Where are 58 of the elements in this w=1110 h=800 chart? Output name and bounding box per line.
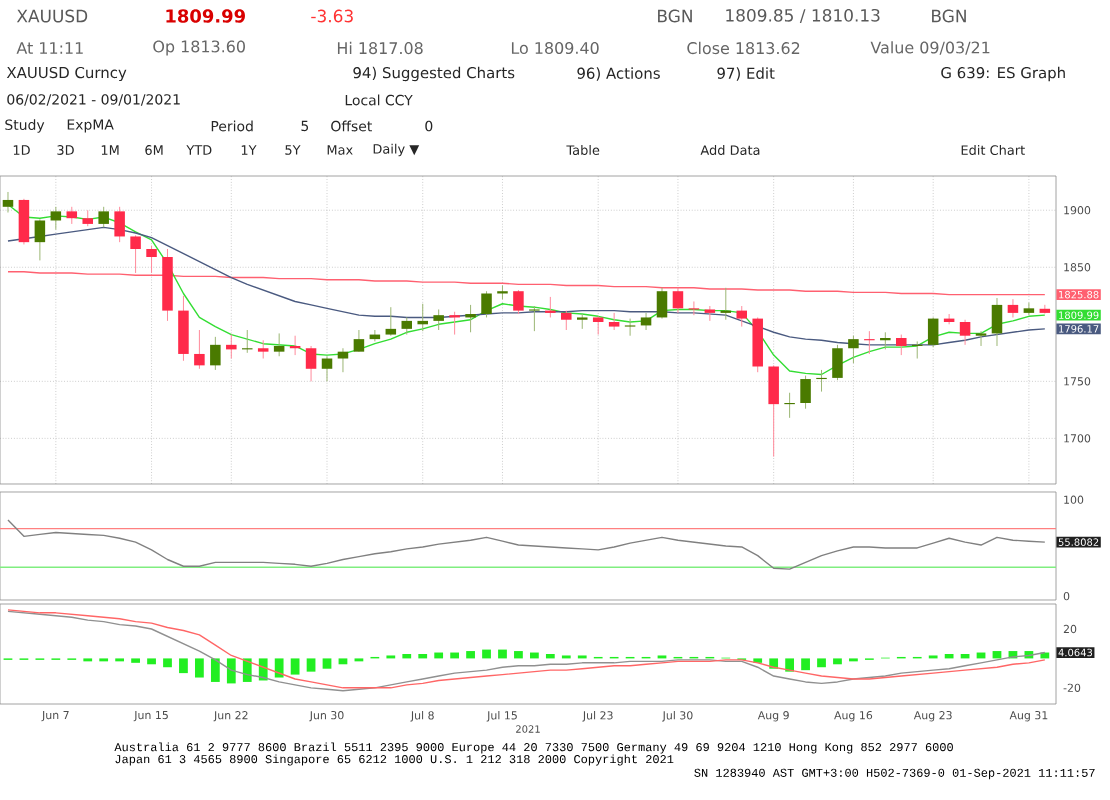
candlestick: [672, 287, 684, 314]
candlestick: [114, 206, 125, 243]
candlestick: [305, 345, 317, 382]
candlestick: [226, 334, 237, 360]
candlestick: [975, 330, 987, 347]
candlestick: [640, 312, 652, 331]
candlestick: [561, 310, 572, 331]
candlestick: [34, 218, 46, 261]
candlestick: [832, 344, 843, 381]
candlestick: [800, 375, 811, 410]
candlestick: [178, 295, 189, 362]
candlestick: [210, 336, 221, 371]
candlestick: [656, 287, 668, 320]
text: XAUUSD: [16, 9, 88, 23]
candlestick: [481, 290, 492, 318]
candlestick: [592, 315, 604, 336]
candlestick: [465, 304, 476, 333]
candlestick: [927, 316, 939, 348]
candlestick: [241, 329, 253, 354]
candlestick: [529, 305, 540, 332]
candlestick: [353, 329, 365, 353]
candlestick: [449, 311, 460, 336]
candlestick: [624, 318, 636, 337]
candlestick: [273, 332, 285, 357]
candlestick: [18, 198, 30, 245]
candlestick: [337, 347, 349, 373]
candlestick: [513, 289, 524, 315]
candlestick: [752, 316, 763, 373]
candlestick: [784, 392, 795, 419]
candlestick: [130, 234, 141, 274]
text: BGN: [658, 9, 692, 23]
candlestick: [848, 335, 859, 364]
candlestick: [257, 339, 269, 360]
candlestick: [545, 296, 556, 318]
text: 1809.85 / 1810.13: [726, 8, 880, 24]
candlestick: [417, 303, 428, 332]
text: BGN: [932, 9, 966, 23]
candlestick: [321, 355, 333, 382]
candlestick: [1023, 302, 1035, 316]
candlestick: [50, 206, 62, 231]
text: -3.63: [311, 9, 353, 23]
candlestick: [98, 206, 109, 228]
candlestick: [194, 329, 205, 370]
candlestick: [1007, 298, 1019, 318]
candlestick: [608, 312, 620, 331]
candlestick: [2, 191, 14, 213]
candlestick: [959, 319, 971, 346]
candlestick: [896, 334, 907, 356]
candlestick: [146, 245, 157, 274]
candlestick: [385, 306, 397, 337]
candlestick: [704, 305, 716, 322]
candlestick: [768, 364, 779, 458]
candlestick: [433, 308, 444, 331]
candlestick: [736, 305, 748, 328]
candlestick: [816, 369, 827, 393]
candlestick: [991, 297, 1003, 347]
candlestick: [864, 330, 875, 355]
text: 1809.99: [166, 9, 245, 23]
